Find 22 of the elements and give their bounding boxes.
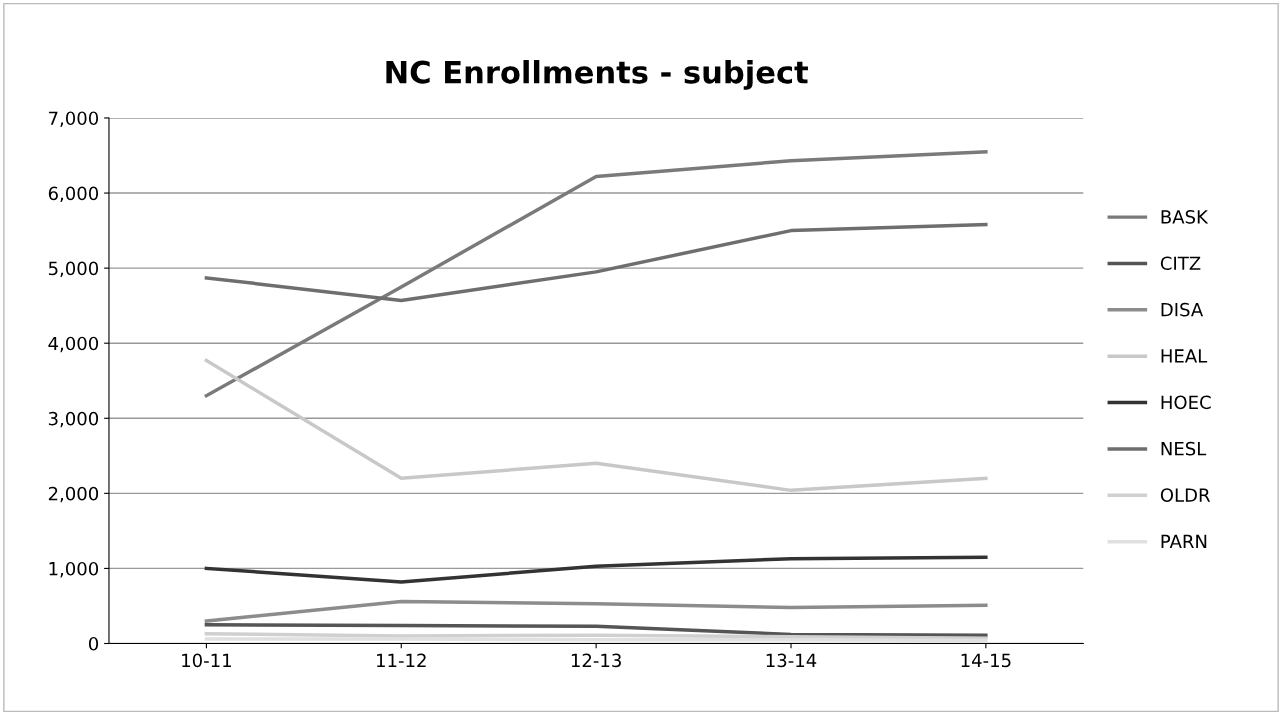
y-tick-label: 1,000 bbox=[49, 561, 99, 578]
y-tick-label: 5,000 bbox=[48, 261, 99, 278]
legend-label: OLDR bbox=[1160, 488, 1211, 502]
x-tick-label: 13-14 bbox=[766, 653, 817, 668]
y-tick-label: 7,000 bbox=[49, 111, 99, 127]
legend-label: BASK bbox=[1161, 210, 1209, 224]
chart-title: NC Enrollments - subject bbox=[386, 60, 808, 90]
legend-label: HEAL bbox=[1161, 349, 1208, 363]
x-tick-label: 11-12 bbox=[377, 653, 426, 667]
y-tick-label: 0 bbox=[88, 636, 99, 651]
legend-label: DISA bbox=[1161, 302, 1204, 317]
legend-label: PARN bbox=[1161, 534, 1207, 548]
x-tick-label: 14-15 bbox=[961, 653, 1011, 668]
legend-label: HOEC bbox=[1161, 395, 1211, 410]
x-tick-label: 12-13 bbox=[571, 653, 621, 668]
y-tick-label: 3,000 bbox=[48, 411, 99, 428]
y-tick-label: 4,000 bbox=[48, 336, 99, 353]
x-tick-label: 10-11 bbox=[182, 653, 231, 668]
legend-label: CITZ bbox=[1160, 256, 1201, 271]
y-tick-label: 6,000 bbox=[48, 186, 99, 203]
legend-label: NESL bbox=[1161, 441, 1207, 456]
y-tick-label: 2,000 bbox=[48, 486, 99, 503]
